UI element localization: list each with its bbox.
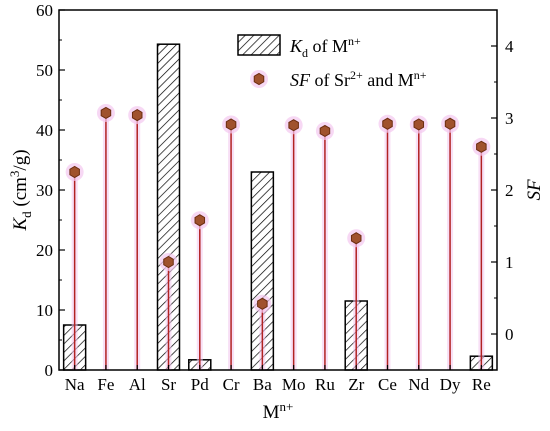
legend-label-kd: Kd of Mn+ [289, 34, 361, 60]
axes: 0 10 20 30 40 50 60 0 1 2 3 4 Na Fe Al Sr Pd Cr Ba Mo Ru Zr Ce… [7, 1, 545, 423]
right-tick-label: 1 [505, 253, 514, 272]
x-tick-label: Zr [348, 375, 364, 394]
right-tick-label: 4 [505, 37, 514, 56]
x-axis-label: Mn+ [263, 399, 294, 423]
data-point [444, 117, 456, 130]
data-point [413, 118, 425, 131]
legend-marker [253, 72, 265, 86]
left-tick-label: 10 [36, 301, 53, 320]
x-tick-label: Pd [191, 375, 209, 394]
right-axis-label: SF [524, 179, 545, 201]
data-point [288, 119, 299, 132]
left-tick-label: 30 [36, 181, 53, 200]
x-tick-label: Al [129, 375, 146, 394]
legend: Kd of Mn+ SF of Sr2+ and Mn+ [237, 34, 427, 90]
x-tick-label: Nd [408, 375, 429, 394]
x-tick-label: Dy [440, 375, 461, 394]
data-point [163, 255, 174, 269]
x-tick-label: Sr [161, 375, 176, 394]
data-point [131, 109, 143, 122]
data-point [69, 165, 80, 179]
x-tick-label: Mo [282, 375, 306, 394]
left-tick-label: 0 [45, 361, 54, 380]
data-point [319, 124, 331, 138]
left-tick-label: 40 [36, 121, 53, 140]
data-point [257, 297, 268, 310]
left-tick-label: 50 [36, 61, 53, 80]
x-tick-label: Ru [315, 375, 335, 394]
x-tick-label: Na [65, 375, 85, 394]
right-tick-label: 3 [505, 109, 514, 128]
plot-area [59, 10, 497, 370]
data-point [382, 117, 393, 130]
left-tick-label: 60 [36, 1, 53, 20]
data-point [476, 140, 487, 153]
data-point [100, 106, 112, 120]
x-tick-label: Ba [253, 375, 272, 394]
stem-series [65, 103, 491, 371]
x-tick-label: Re [472, 375, 491, 394]
right-tick-label: 2 [505, 181, 514, 200]
right-tick-label: 0 [505, 325, 514, 344]
x-tick-label: Fe [97, 375, 114, 394]
legend-label-sf: SF of Sr2+ and Mn+ [290, 68, 427, 90]
data-point [194, 214, 206, 227]
plot-background [59, 10, 497, 370]
legend-swatch-bar [237, 34, 281, 56]
x-tick-label: Cr [223, 375, 240, 394]
data-point [225, 118, 237, 131]
data-point [350, 232, 362, 245]
left-tick-label: 20 [36, 241, 53, 260]
x-tick-label: Ce [378, 375, 397, 394]
left-axis-label: Kd (cm3/g) [7, 149, 34, 231]
